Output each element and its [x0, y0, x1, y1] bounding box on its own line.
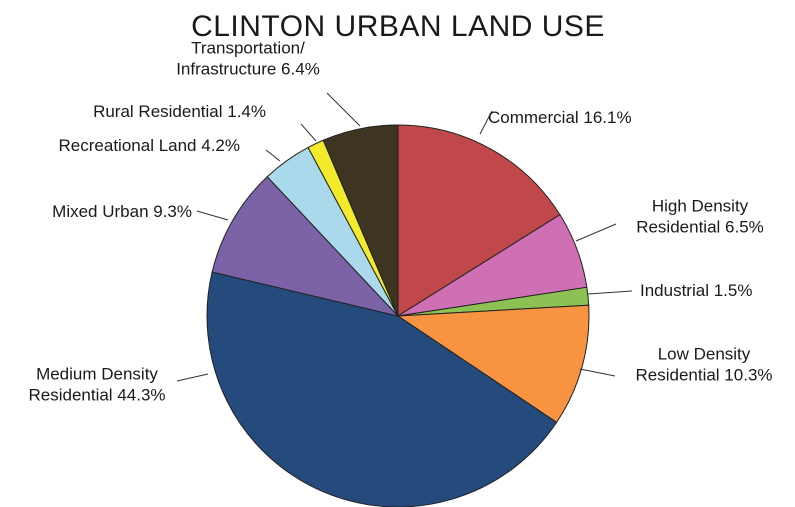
slice-label-industrial: Industrial 1.5% [640, 281, 752, 300]
slice-label-transportation-infrastructure: Transportation/Infrastructure 6.4% [176, 39, 320, 79]
leader-line-rural-residential [301, 124, 316, 141]
leader-line-industrial [588, 291, 632, 294]
leader-line-medium-density-residential [177, 374, 208, 381]
pie-slices [207, 125, 589, 507]
slice-label-commercial: Commercial 16.1% [488, 108, 632, 127]
slice-label-low-density-residential: Low Density Residential 10.3% [635, 345, 772, 385]
leader-line-high-density-residential [576, 224, 616, 241]
leader-line-transportation-infrastructure [327, 93, 360, 126]
leader-line-mixed-urban [197, 211, 228, 220]
slice-label-high-density-residential: High Density Residential 6.5% [636, 197, 764, 237]
slice-label-recreational-land: Recreational Land 4.2% [59, 136, 240, 155]
slice-label-rural-residential: Rural Residential 1.4% [93, 102, 266, 121]
leader-line-recreational-land [266, 150, 280, 161]
leader-line-low-density-residential [580, 369, 615, 376]
slice-label-medium-density-residential: Medium Density Residential 44.3% [28, 365, 165, 405]
slice-label-mixed-urban: Mixed Urban 9.3% [52, 202, 192, 221]
